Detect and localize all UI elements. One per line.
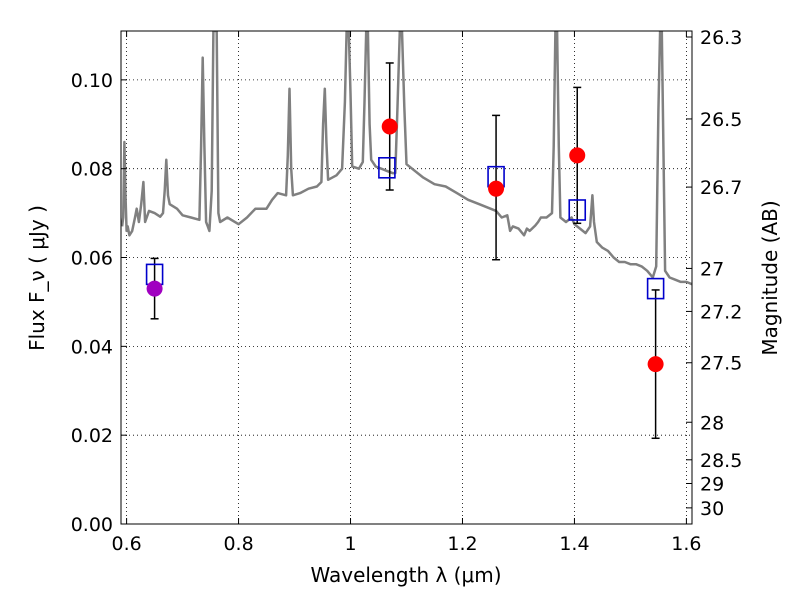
y-axis-title: Flux F_ν ( μJy ): [25, 205, 49, 351]
model-square-marker: [378, 156, 396, 179]
x-tick-label: 1.2: [447, 533, 477, 555]
model-square-marker: [646, 277, 665, 300]
x-tick-label: 1.4: [559, 533, 589, 555]
x-tick-label: 0.6: [111, 533, 141, 555]
grid: [121, 31, 692, 525]
right-tick-label: 29: [700, 473, 724, 495]
right-axis-title: Magnitude (AB): [758, 200, 782, 355]
observed-flux-point: [146, 280, 163, 297]
right-tick-label: 26.7: [700, 177, 742, 199]
observed-flux-point: [381, 118, 398, 135]
right-magnitude-axis-ticks: 26.3 26.5 26.7 27 27.2 27.5 28 28.529 30: [686, 27, 742, 520]
x-tick-label: 1: [344, 533, 356, 555]
model-photometry-points: [145, 156, 665, 300]
y-tick-label: 0.02: [71, 425, 113, 447]
right-tick-label: 28.5: [700, 450, 742, 472]
right-tick-label: 27.2: [700, 301, 742, 323]
right-tick-label: 26.5: [700, 109, 742, 131]
x-tick-label: 1.6: [671, 533, 701, 555]
model-spectrum-line: [121, 31, 692, 286]
right-tick-label: 26.3: [700, 27, 742, 49]
model-square-marker: [568, 199, 587, 221]
right-tick-label: 28: [700, 412, 724, 434]
right-tick-label: 27.5: [700, 353, 742, 375]
x-axis-ticks: 0.6 0.8 1 1.2 1.4 1.6: [111, 31, 702, 555]
y-axis-ticks: 0.00 0.02 0.04 0.06 0.08 0.10: [71, 70, 127, 536]
observed-flux-points: [146, 118, 664, 373]
y-tick-label: 0.04: [71, 336, 113, 358]
y-tick-label: 0.06: [71, 248, 113, 270]
y-tick-label: 0.00: [71, 514, 113, 536]
right-tick-label: 27: [700, 258, 724, 280]
observed-flux-point: [647, 356, 664, 373]
y-tick-label: 0.10: [71, 70, 113, 92]
x-axis-title: Wavelength λ (μm): [310, 563, 501, 587]
right-tick-label: 30: [700, 498, 724, 520]
observed-flux-point: [569, 147, 586, 164]
plot-frame: [120, 30, 693, 525]
observed-flux-point: [488, 180, 505, 197]
y-tick-label: 0.08: [71, 159, 113, 181]
x-tick-label: 0.8: [223, 533, 253, 555]
